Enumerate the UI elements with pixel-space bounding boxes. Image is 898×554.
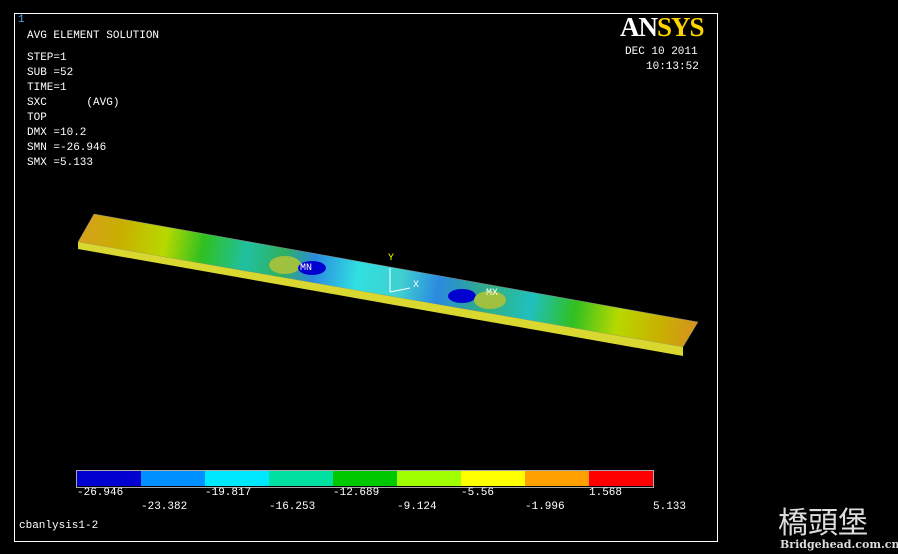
x-axis-label: X — [413, 280, 420, 291]
legend-box — [525, 471, 589, 486]
plate-edge — [78, 242, 683, 356]
legend-box — [141, 471, 205, 486]
legend-label: -1.996 — [525, 501, 565, 513]
legend-box — [397, 471, 461, 486]
info-line: TIME=1 — [27, 82, 67, 94]
info-line: TOP — [27, 112, 47, 124]
contour-spot — [448, 289, 476, 303]
legend-label: -12.689 — [333, 487, 380, 499]
y-axis-label: Y — [388, 253, 395, 264]
legend-label: 1.568 — [589, 487, 623, 499]
legend-frame — [76, 470, 654, 488]
footer-title: cbanlysis1-2 — [19, 520, 99, 532]
plate-top — [77, 213, 699, 348]
contour-spot — [269, 256, 301, 274]
legend-label: -9.124 — [397, 501, 437, 513]
legend-box — [461, 471, 525, 486]
legend-label: 5.133 — [653, 501, 687, 513]
legend-box — [589, 471, 653, 486]
window-number: 1 — [18, 14, 25, 26]
logo-sys: SYS — [657, 12, 705, 42]
legend-box — [333, 471, 397, 486]
watermark: 橋頭堡 — [778, 506, 868, 541]
date: DEC 10 2011 — [625, 46, 698, 58]
contour-spot — [474, 291, 506, 309]
plot-title: AVG ELEMENT SOLUTION — [27, 30, 160, 42]
logo-an: AN — [620, 12, 658, 42]
time: 10:13:52 — [646, 61, 699, 73]
ansys-logo: ANSYS — [620, 12, 705, 43]
info-line: SMN =-26.946 — [27, 142, 107, 154]
info-line: SMX =5.133 — [27, 157, 94, 169]
info-line: SUB =52 — [27, 67, 74, 79]
info-line: STEP=1 — [27, 52, 67, 64]
legend-label: -23.382 — [141, 501, 188, 513]
info-line: DMX =10.2 — [27, 127, 87, 139]
max-label: MX — [486, 288, 499, 299]
legend-box — [77, 471, 141, 486]
watermark-url: Bridgehead.com.cn — [780, 538, 898, 551]
legend-label: -19.817 — [205, 487, 252, 499]
axis-x — [389, 287, 411, 293]
legend-label: -16.253 — [269, 501, 316, 513]
min-label: MN — [300, 263, 313, 274]
graphics-frame — [14, 13, 718, 542]
legend-label: -5.56 — [461, 487, 495, 499]
legend-label: -26.946 — [77, 487, 124, 499]
info-line: SXC (AVG) — [27, 97, 120, 109]
legend-box — [269, 471, 333, 486]
contour-spot — [298, 261, 326, 275]
legend-box — [205, 471, 269, 486]
